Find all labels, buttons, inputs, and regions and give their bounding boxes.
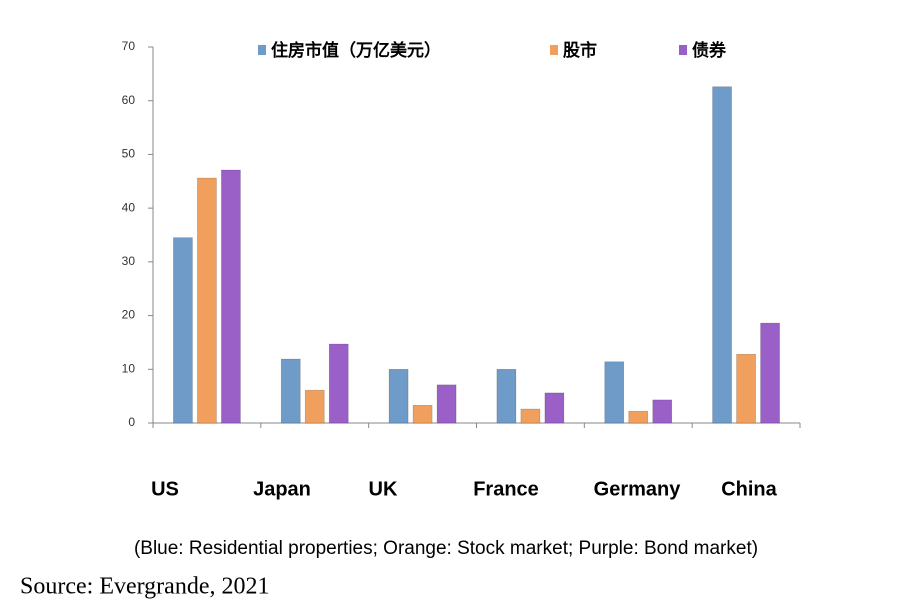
legend-swatch (679, 45, 687, 55)
bar (197, 177, 217, 424)
bar (328, 343, 349, 424)
y-tick-label: 50 (122, 147, 136, 161)
bar (388, 368, 409, 424)
x-tick-label: China (721, 478, 777, 500)
x-tick-label: France (473, 478, 539, 500)
bar (736, 353, 756, 424)
y-tick-label: 60 (122, 93, 136, 107)
y-tick-label: 0 (128, 415, 135, 429)
bar (544, 392, 565, 424)
caption: (Blue: Residential properties; Orange: S… (134, 538, 758, 559)
legend-swatch (258, 45, 266, 55)
bar (520, 408, 541, 424)
y-tick-label: 30 (122, 254, 136, 268)
y-tick-label: 40 (122, 200, 136, 214)
x-tick-label: US (151, 478, 179, 500)
x-tick-label: Japan (253, 478, 311, 500)
bar (436, 384, 457, 424)
bar (412, 404, 433, 424)
legend-label: 住房市值（万亿美元） (271, 40, 441, 61)
bar (496, 368, 517, 424)
legend-swatch (550, 45, 558, 55)
y-tick-label: 70 (122, 39, 136, 53)
legend-label: 股市 (563, 40, 597, 61)
bar (280, 358, 301, 424)
legend-label: 债券 (692, 40, 727, 61)
bar (652, 399, 673, 424)
bar (604, 361, 625, 424)
y-tick-label: 10 (122, 361, 136, 375)
source: Source: Evergrande, 2021 (20, 574, 269, 600)
bar (628, 410, 649, 424)
bar (173, 237, 193, 424)
bar (760, 322, 780, 424)
x-tick-label: Germany (594, 478, 682, 500)
x-tick-label: UK (369, 478, 398, 500)
y-tick-label: 20 (122, 308, 136, 322)
bar (304, 389, 325, 424)
bar (712, 86, 732, 424)
bar (221, 169, 241, 424)
